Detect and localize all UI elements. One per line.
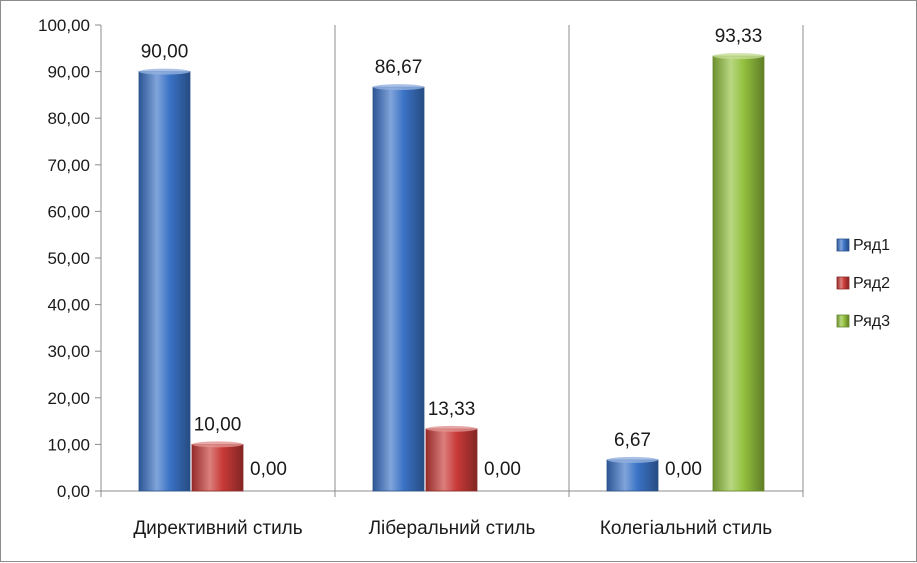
category-label: Ліберальний стиль [369,518,536,539]
legend-swatch-ряд3 [836,314,850,328]
y-tick-label: 30,00 [47,342,90,361]
data-label: 86,67 [375,57,423,78]
y-tick-label: 90,00 [47,63,90,82]
data-labels-layer: 90,00 86,67 6,67 10,00 13,33 0,00 0,00 0,00 93,3… [141,26,763,480]
data-label: 0,00 [665,459,702,480]
y-tick-label: 10,00 [47,435,90,454]
bar-top-highlight [139,68,190,75]
legend: Ряд1 Ряд2 Ряд3 [836,237,890,330]
data-label: 93,33 [715,26,763,47]
bar-top-highlight [607,456,658,463]
data-label: 13,33 [428,399,476,420]
data-label: 0,00 [484,459,521,480]
legend-label: Ряд3 [853,313,890,330]
legend-swatch-ряд1 [836,238,850,252]
bars-layer [138,53,765,492]
legend-label: Ряд1 [853,237,890,254]
y-tick-label: 50,00 [47,249,90,268]
bar-ряд3 [712,55,765,492]
bar-top-highlight [713,53,764,60]
data-label: 6,67 [614,430,651,451]
y-tick-label: 40,00 [47,296,90,315]
legend-swatch-ряд2 [836,276,850,290]
axis-layer: 0,00 10,00 20,00 30,00 40,00 50,00 60,00 70,00 8… [38,16,803,539]
y-tick-label: 100,00 [38,16,90,35]
category-label: Директивний стиль [133,518,302,539]
category-label: Колегіальний стиль [600,518,772,539]
bar-ряд2 [425,428,478,492]
bar-ряд1 [138,71,191,492]
legend-label: Ряд2 [853,275,890,292]
y-tick-label: 70,00 [47,156,90,175]
bar-ряд2 [191,443,244,492]
y-tick-label: 0,00 [57,482,90,501]
y-tick-label: 60,00 [47,202,90,221]
data-label: 0,00 [250,459,287,480]
bar-top-highlight [426,425,477,432]
y-tick-label: 80,00 [47,109,90,128]
bar-top-highlight [373,84,424,91]
bar-ряд1 [606,459,659,492]
bar-ряд1 [372,86,425,492]
bar-top-highlight [192,441,243,448]
data-label: 90,00 [141,42,189,63]
grid-layer [334,25,804,497]
data-label: 10,00 [194,414,242,435]
y-tick-label: 20,00 [47,389,90,408]
